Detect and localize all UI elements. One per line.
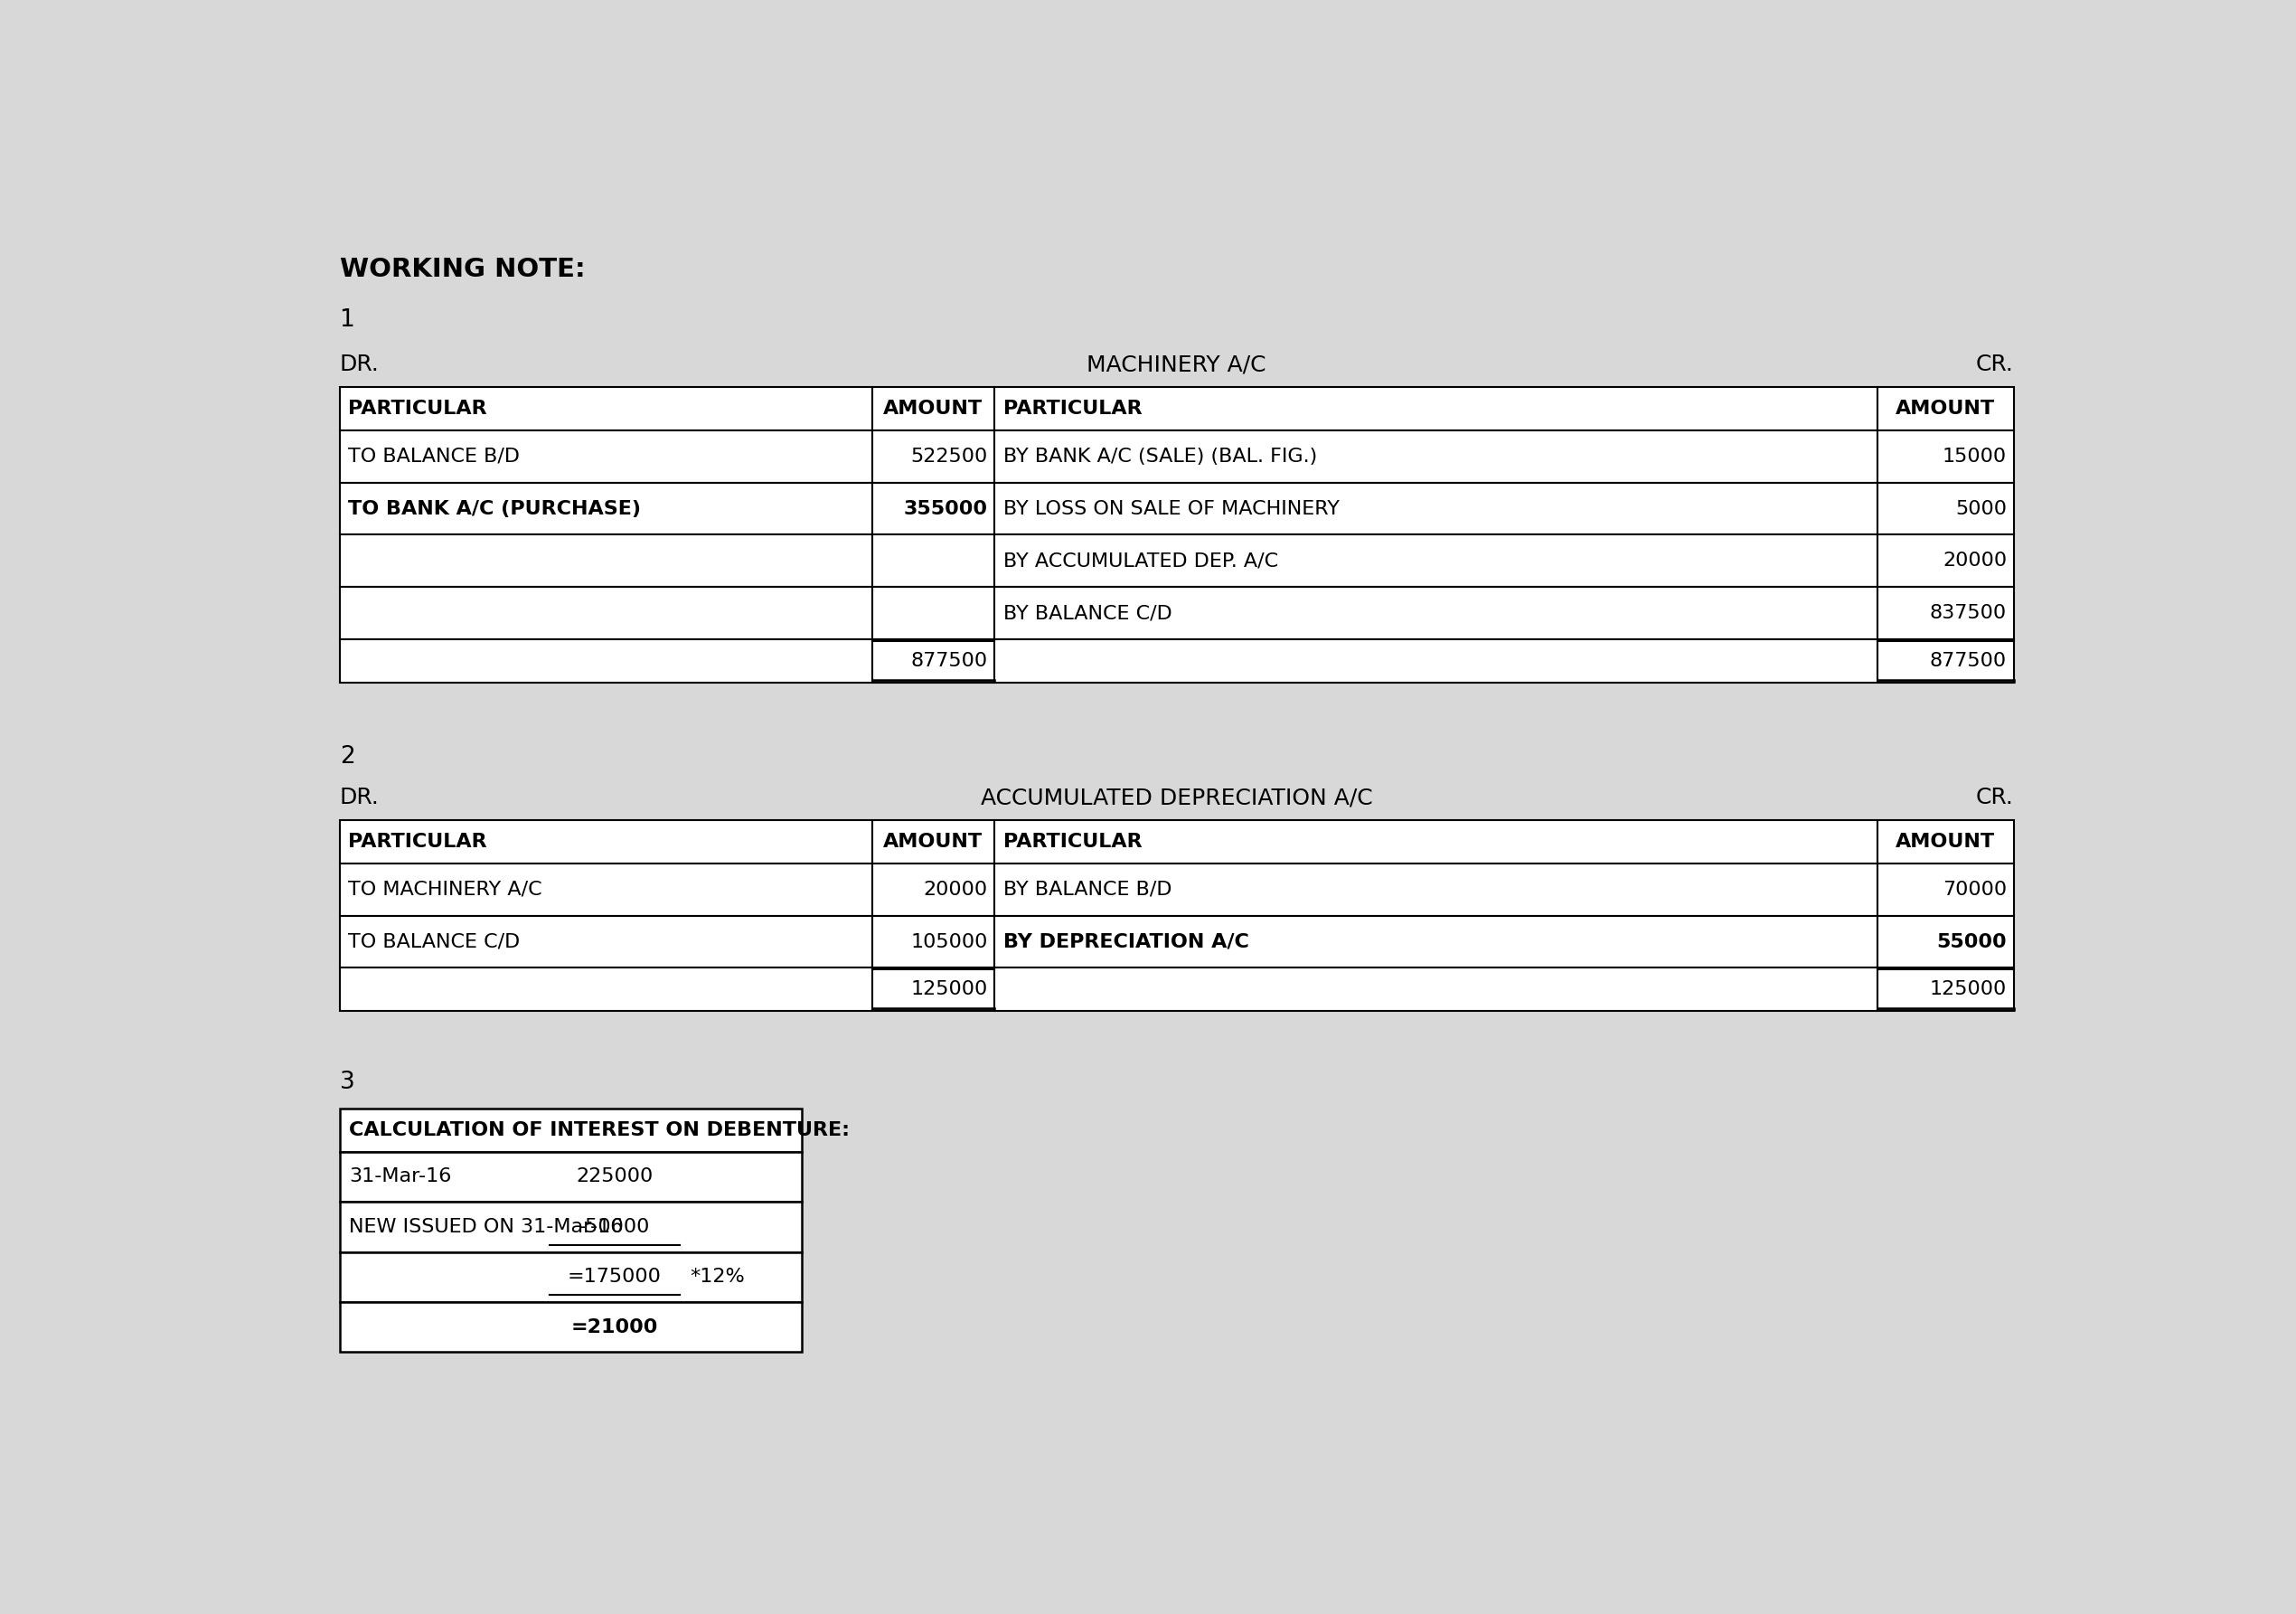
Bar <box>872 534 994 587</box>
Bar <box>994 863 1878 915</box>
Text: TO MACHINERY A/C: TO MACHINERY A/C <box>349 881 542 899</box>
Bar <box>340 1152 801 1202</box>
Bar <box>872 387 994 431</box>
Bar <box>872 483 994 534</box>
Text: *12%: *12% <box>691 1269 746 1286</box>
Text: AMOUNT: AMOUNT <box>884 833 983 851</box>
Text: 105000: 105000 <box>912 933 987 951</box>
Bar <box>1878 863 2014 915</box>
Text: CR.: CR. <box>1977 788 2014 809</box>
Bar <box>994 534 1878 587</box>
Text: TO BALANCE B/D: TO BALANCE B/D <box>349 447 519 465</box>
Bar <box>1878 968 2014 1010</box>
Bar <box>872 915 994 968</box>
Bar <box>994 639 1878 683</box>
Text: BY ACCUMULATED DEP. A/C: BY ACCUMULATED DEP. A/C <box>1003 552 1279 570</box>
Bar <box>1878 915 2014 968</box>
Bar <box>340 587 872 639</box>
Text: PARTICULAR: PARTICULAR <box>1003 400 1141 418</box>
Text: 522500: 522500 <box>912 447 987 465</box>
Text: 225000: 225000 <box>576 1167 652 1186</box>
Text: 70000: 70000 <box>1942 881 2007 899</box>
Text: -50000: -50000 <box>579 1219 650 1236</box>
Bar <box>340 1202 801 1252</box>
Text: 5000: 5000 <box>1956 500 2007 518</box>
Text: 2: 2 <box>340 746 354 768</box>
Text: 837500: 837500 <box>1931 604 2007 623</box>
Bar <box>994 820 1878 863</box>
Text: BY BALANCE C/D: BY BALANCE C/D <box>1003 604 1171 623</box>
Bar <box>1878 587 2014 639</box>
Text: DR.: DR. <box>340 353 379 376</box>
Bar <box>994 587 1878 639</box>
Bar <box>1878 431 2014 483</box>
Text: AMOUNT: AMOUNT <box>884 400 983 418</box>
Text: =21000: =21000 <box>572 1319 659 1336</box>
Bar <box>340 387 872 431</box>
Bar <box>340 483 872 534</box>
Text: BY BALANCE B/D: BY BALANCE B/D <box>1003 881 1171 899</box>
Text: BY LOSS ON SALE OF MACHINERY: BY LOSS ON SALE OF MACHINERY <box>1003 500 1339 518</box>
Bar <box>1878 387 2014 431</box>
Text: CALCULATION OF INTEREST ON DEBENTURE:: CALCULATION OF INTEREST ON DEBENTURE: <box>349 1122 850 1139</box>
Bar <box>872 639 994 683</box>
Bar <box>872 587 994 639</box>
Bar <box>994 968 1878 1010</box>
Text: TO BANK A/C (PURCHASE): TO BANK A/C (PURCHASE) <box>349 500 641 518</box>
Bar <box>340 1252 801 1302</box>
Text: DR.: DR. <box>340 788 379 809</box>
Bar <box>872 863 994 915</box>
Text: ACCUMULATED DEPRECIATION A/C: ACCUMULATED DEPRECIATION A/C <box>980 788 1373 809</box>
Text: BY BANK A/C (SALE) (BAL. FIG.): BY BANK A/C (SALE) (BAL. FIG.) <box>1003 447 1318 465</box>
Text: TO BALANCE C/D: TO BALANCE C/D <box>349 933 519 951</box>
Text: 125000: 125000 <box>1931 980 2007 999</box>
Text: PARTICULAR: PARTICULAR <box>349 833 487 851</box>
Text: NEW ISSUED ON 31-Mar-16: NEW ISSUED ON 31-Mar-16 <box>349 1219 625 1236</box>
Text: 1: 1 <box>340 308 354 332</box>
Bar <box>872 431 994 483</box>
Text: MACHINERY A/C: MACHINERY A/C <box>1086 353 1267 376</box>
Bar <box>872 820 994 863</box>
Text: 55000: 55000 <box>1938 933 2007 951</box>
Text: 3: 3 <box>340 1070 354 1094</box>
Bar <box>340 639 872 683</box>
Bar <box>994 915 1878 968</box>
Text: BY DEPRECIATION A/C: BY DEPRECIATION A/C <box>1003 933 1249 951</box>
Text: 15000: 15000 <box>1942 447 2007 465</box>
Bar <box>340 431 872 483</box>
Bar <box>340 968 872 1010</box>
Bar <box>994 431 1878 483</box>
Bar <box>340 915 872 968</box>
Bar <box>1878 483 2014 534</box>
Bar <box>1878 820 2014 863</box>
Text: =175000: =175000 <box>567 1269 661 1286</box>
Text: PARTICULAR: PARTICULAR <box>1003 833 1141 851</box>
Text: 125000: 125000 <box>912 980 987 999</box>
Text: CR.: CR. <box>1977 353 2014 376</box>
Bar <box>1878 639 2014 683</box>
Text: PARTICULAR: PARTICULAR <box>349 400 487 418</box>
Text: 877500: 877500 <box>1931 652 2007 670</box>
Text: WORKING NOTE:: WORKING NOTE: <box>340 257 585 282</box>
Text: AMOUNT: AMOUNT <box>1896 833 1995 851</box>
Bar <box>340 1302 801 1353</box>
Bar <box>340 820 872 863</box>
Bar <box>340 1109 801 1152</box>
Bar <box>872 968 994 1010</box>
Bar <box>1878 534 2014 587</box>
Text: 20000: 20000 <box>1942 552 2007 570</box>
Text: 355000: 355000 <box>905 500 987 518</box>
Text: AMOUNT: AMOUNT <box>1896 400 1995 418</box>
Bar <box>994 387 1878 431</box>
Text: 31-Mar-16: 31-Mar-16 <box>349 1167 452 1186</box>
Bar <box>340 534 872 587</box>
Text: 877500: 877500 <box>912 652 987 670</box>
Bar <box>994 483 1878 534</box>
Text: 20000: 20000 <box>923 881 987 899</box>
Bar <box>340 863 872 915</box>
